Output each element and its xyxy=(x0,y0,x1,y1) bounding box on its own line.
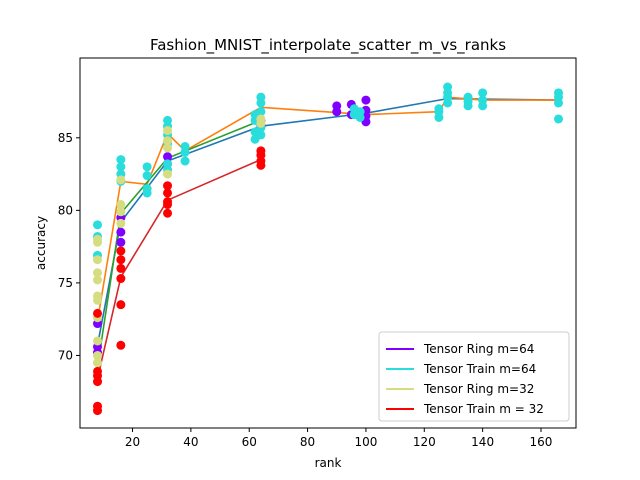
series-2-point-14 xyxy=(116,175,126,185)
series-1-point-32 xyxy=(355,112,365,122)
series-3-point-6 xyxy=(116,246,126,256)
plot-frame xyxy=(79,57,577,429)
y-tick-label: 85 xyxy=(58,131,73,145)
series-3-point-7 xyxy=(116,255,126,265)
series-3-point-11 xyxy=(116,340,126,350)
legend-entry-1: Tensor Train m=64 xyxy=(423,362,536,376)
x-tick-label: 40 xyxy=(183,435,198,449)
series-1-point-10 xyxy=(142,188,152,198)
series-2-point-20 xyxy=(256,118,266,128)
data-points xyxy=(93,82,563,416)
y-axis-label: accuracy xyxy=(34,216,48,270)
x-tick-label: 140 xyxy=(471,435,494,449)
legend-entry-3: Tensor Train m = 32 xyxy=(423,402,544,416)
series-1-point-0 xyxy=(93,220,103,230)
series-3-point-12 xyxy=(163,181,173,191)
series-1-point-49 xyxy=(553,114,563,124)
series-1-point-7 xyxy=(142,162,152,172)
series-2-point-9 xyxy=(93,350,103,360)
series-2-point-2 xyxy=(93,255,103,265)
series-2-point-11 xyxy=(116,200,126,210)
series-1-point-48 xyxy=(553,98,563,108)
series-3-point-0 xyxy=(93,308,103,318)
y-tick-label: 70 xyxy=(58,348,73,362)
y-tick-label: 75 xyxy=(58,276,73,290)
series-1-point-39 xyxy=(443,98,453,108)
series-3-point-16 xyxy=(163,208,173,218)
series-0-point-6 xyxy=(163,152,173,162)
series-1-point-26 xyxy=(256,107,266,117)
series-3-point-3 xyxy=(93,377,103,387)
series-3-point-15 xyxy=(163,200,173,210)
series-1-point-42 xyxy=(463,101,473,111)
x-tick-label: 80 xyxy=(300,435,315,449)
series-3-point-8 xyxy=(116,263,126,273)
x-axis-label: rank xyxy=(315,456,342,470)
series-1-point-19 xyxy=(180,156,190,166)
series-1-point-25 xyxy=(256,98,266,108)
series-2-point-1 xyxy=(93,237,103,247)
chart-title: Fashion_MNIST_interpolate_scatter_m_vs_r… xyxy=(150,36,506,55)
series-2-point-3 xyxy=(93,268,103,278)
series-2-point-8 xyxy=(93,336,103,346)
series-2-point-18 xyxy=(163,169,173,179)
series-0-point-4 xyxy=(116,227,126,237)
series-3-point-9 xyxy=(116,274,126,284)
legend-box xyxy=(378,331,570,422)
series-1-point-8 xyxy=(142,171,152,181)
series-1-point-18 xyxy=(180,147,190,157)
x-tick-label: 20 xyxy=(125,435,140,449)
legend-entry-2: Tensor Ring m=32 xyxy=(423,382,534,396)
x-axis: 20 40 60 80 100 120 140 160 xyxy=(125,428,553,449)
series-2-point-12 xyxy=(116,207,126,217)
series-0-point-14 xyxy=(361,95,371,105)
series-2-point-13 xyxy=(116,218,126,228)
series-2-point-16 xyxy=(163,136,173,146)
series-0-point-11 xyxy=(332,107,342,117)
series-1-point-3 xyxy=(116,155,126,165)
series-3-point-20 xyxy=(256,160,266,170)
series-1-point-4 xyxy=(116,162,126,172)
series-1-point-43 xyxy=(478,88,488,98)
series-2-point-17 xyxy=(163,143,173,153)
series-1-point-35 xyxy=(434,112,444,122)
series-1-point-28 xyxy=(256,130,266,140)
series-3-trend-line xyxy=(96,158,262,379)
legend: Tensor Ring m=64 Tensor Train m=64 Tensor … xyxy=(378,331,570,422)
x-tick-label: 160 xyxy=(530,435,553,449)
legend-entry-0: Tensor Ring m=64 xyxy=(423,342,534,356)
x-tick-label: 100 xyxy=(354,435,377,449)
y-axis: 70 75 80 85 xyxy=(58,131,80,362)
x-tick-label: 120 xyxy=(413,435,436,449)
series-0-point-5 xyxy=(116,237,126,247)
series-2-point-4 xyxy=(93,275,103,285)
series-3-point-10 xyxy=(116,300,126,310)
series-3-point-5 xyxy=(93,406,103,416)
series-2-point-6 xyxy=(93,295,103,305)
series-2-point-15 xyxy=(163,126,173,136)
x-tick-label: 60 xyxy=(242,435,257,449)
y-tick-label: 80 xyxy=(58,203,73,217)
series-1-point-45 xyxy=(478,101,488,111)
series-3-point-13 xyxy=(163,188,173,198)
series-2-point-10 xyxy=(93,358,103,368)
